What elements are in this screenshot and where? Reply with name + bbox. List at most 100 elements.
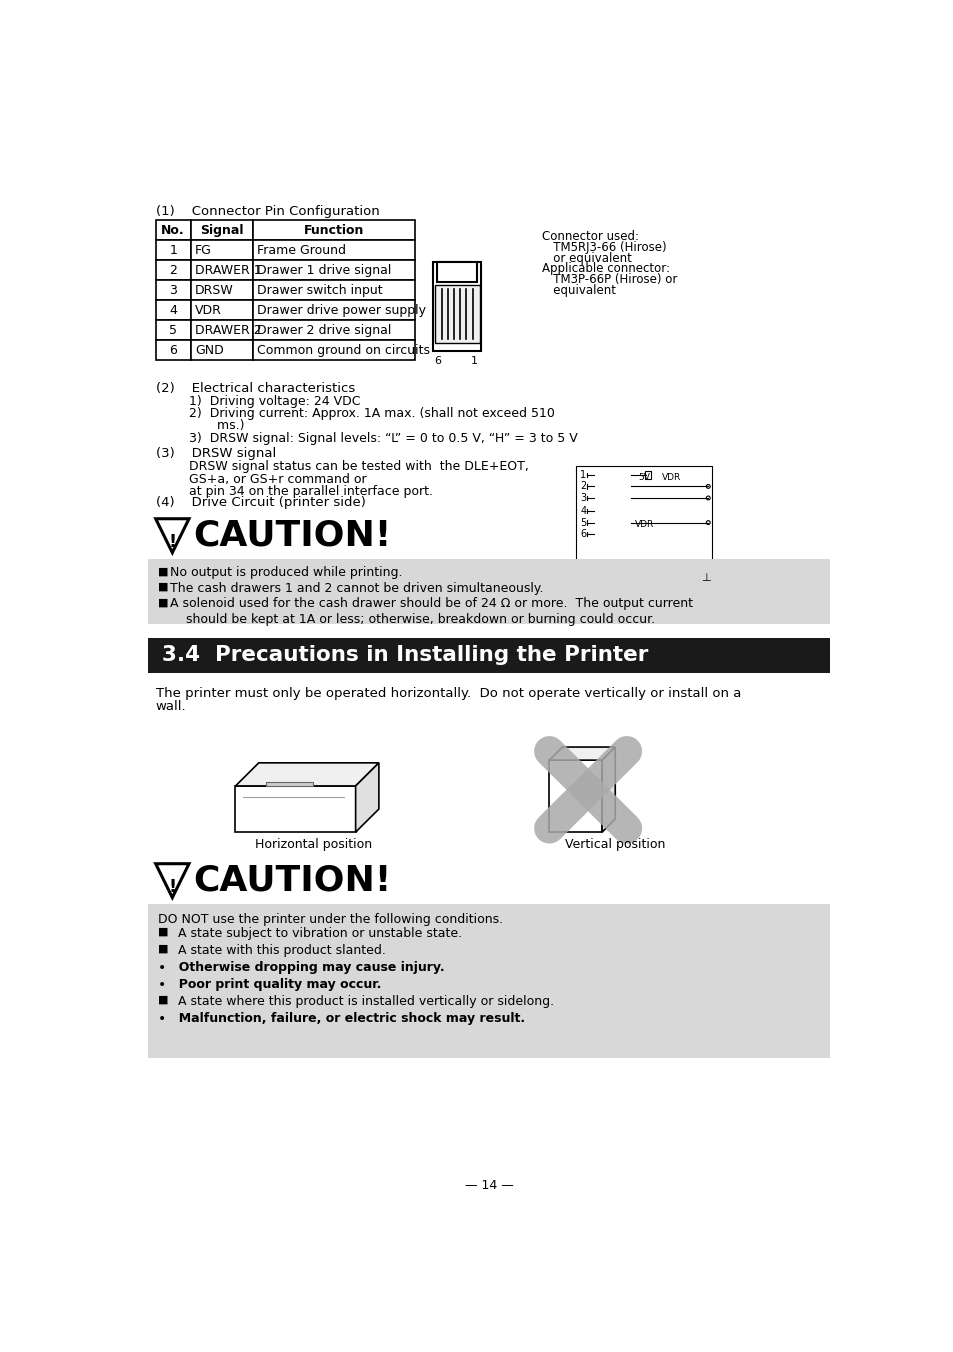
- Bar: [253, 300, 415, 320]
- Text: VDR: VDR: [634, 519, 653, 529]
- Bar: [253, 241, 415, 260]
- Text: (2)    Electrical characteristics: (2) Electrical characteristics: [155, 381, 355, 395]
- Text: (1)    Connector Pin Configuration: (1) Connector Pin Configuration: [155, 204, 379, 218]
- Text: DRAWER 1: DRAWER 1: [195, 264, 261, 277]
- Text: A solenoid used for the cash drawer should be of 24 Ω or more.  The output curre: A solenoid used for the cash drawer shou…: [170, 598, 692, 610]
- Text: 6: 6: [169, 343, 177, 357]
- Text: at pin 34 on the parallel interface port.: at pin 34 on the parallel interface port…: [189, 485, 433, 498]
- Text: Poor print quality may occur.: Poor print quality may occur.: [170, 977, 380, 991]
- Text: Applicable connector:: Applicable connector:: [541, 262, 669, 276]
- Bar: [253, 280, 415, 300]
- Text: or equivalent: or equivalent: [541, 251, 631, 265]
- Text: Connector used:: Connector used:: [541, 230, 638, 243]
- Text: •: •: [158, 977, 166, 991]
- Text: Horizontal position: Horizontal position: [254, 838, 372, 852]
- Text: ■: ■: [158, 944, 169, 953]
- Text: 3: 3: [169, 284, 177, 296]
- Polygon shape: [235, 786, 355, 831]
- Text: !: !: [168, 533, 176, 550]
- Text: Malfunction, failure, or electric shock may result.: Malfunction, failure, or electric shock …: [170, 1011, 524, 1025]
- Bar: [191, 300, 253, 320]
- Text: A state subject to vibration or unstable state.: A state subject to vibration or unstable…: [170, 927, 461, 940]
- Text: 2)  Driving current: Approx. 1A max. (shall not exceed 510: 2) Driving current: Approx. 1A max. (sha…: [189, 407, 555, 420]
- Bar: [191, 260, 253, 280]
- Text: 5: 5: [579, 518, 586, 527]
- Text: Signal: Signal: [199, 223, 243, 237]
- Text: 3)  DRSW signal: Signal levels: “L” = 0 to 0.5 V, “H” = 3 to 5 V: 3) DRSW signal: Signal levels: “L” = 0 t…: [189, 431, 578, 445]
- Text: ■: ■: [158, 598, 169, 607]
- Text: TM3P-66P (Hirose) or: TM3P-66P (Hirose) or: [541, 273, 677, 287]
- Text: 1)  Driving voltage: 24 VDC: 1) Driving voltage: 24 VDC: [189, 395, 360, 408]
- Bar: [191, 241, 253, 260]
- Text: ■: ■: [158, 927, 169, 937]
- Text: DRAWER 2: DRAWER 2: [195, 323, 261, 337]
- Bar: [191, 220, 253, 241]
- Bar: [253, 260, 415, 280]
- Text: Drawer 1 drive signal: Drawer 1 drive signal: [257, 264, 391, 277]
- Text: — 14 —: — 14 —: [464, 1179, 513, 1191]
- Text: Otherwise dropping may cause injury.: Otherwise dropping may cause injury.: [170, 961, 444, 973]
- Text: GND: GND: [195, 343, 224, 357]
- Text: VDR: VDR: [661, 473, 680, 481]
- Bar: [148, 558, 829, 625]
- Text: Function: Function: [303, 223, 364, 237]
- Text: ⊥: ⊥: [700, 573, 710, 583]
- Text: 1: 1: [579, 470, 586, 480]
- Text: FG: FG: [195, 243, 212, 257]
- Text: ms.): ms.): [189, 419, 244, 433]
- Bar: [155, 220, 191, 241]
- Text: No output is produced while printing.: No output is produced while printing.: [170, 566, 402, 580]
- Text: 6: 6: [434, 357, 441, 366]
- Text: ■: ■: [158, 566, 169, 576]
- Text: TM5RJ3-66 (Hirose): TM5RJ3-66 (Hirose): [541, 241, 665, 254]
- Polygon shape: [549, 748, 615, 760]
- Text: DRSW signal status can be tested with  the DLE+EOT,: DRSW signal status can be tested with th…: [189, 460, 528, 473]
- Bar: [155, 300, 191, 320]
- Bar: [253, 341, 415, 360]
- Text: Drawer 2 drive signal: Drawer 2 drive signal: [257, 323, 391, 337]
- Text: ■: ■: [158, 995, 169, 1005]
- Bar: [433, 262, 480, 352]
- Text: No.: No.: [161, 223, 185, 237]
- Text: Drawer switch input: Drawer switch input: [257, 284, 382, 296]
- Text: 2: 2: [579, 481, 586, 491]
- Text: DO NOT use the printer under the following conditions.: DO NOT use the printer under the followi…: [158, 913, 502, 926]
- Bar: [435, 285, 479, 343]
- Polygon shape: [155, 864, 189, 898]
- Text: 2: 2: [169, 264, 177, 277]
- Bar: [191, 341, 253, 360]
- Text: 1: 1: [169, 243, 177, 257]
- Text: The printer must only be operated horizontally.  Do not operate vertically or in: The printer must only be operated horizo…: [155, 687, 740, 700]
- Bar: [191, 280, 253, 300]
- Text: GS+a, or GS+r command or: GS+a, or GS+r command or: [189, 473, 366, 485]
- Text: A state with this product slanted.: A state with this product slanted.: [170, 944, 385, 957]
- Text: 5: 5: [169, 323, 177, 337]
- Polygon shape: [355, 763, 378, 831]
- Text: wall.: wall.: [155, 700, 186, 713]
- Bar: [576, 466, 711, 575]
- Text: should be kept at 1A or less; otherwise, breakdown or burning could occur.: should be kept at 1A or less; otherwise,…: [170, 612, 654, 626]
- Text: Common ground on circuits: Common ground on circuits: [257, 343, 430, 357]
- Text: DRSW: DRSW: [195, 284, 233, 296]
- Bar: [155, 260, 191, 280]
- Text: •: •: [158, 1011, 166, 1026]
- Bar: [253, 220, 415, 241]
- Bar: [266, 781, 313, 786]
- Bar: [155, 280, 191, 300]
- Bar: [155, 341, 191, 360]
- Bar: [155, 320, 191, 341]
- Text: Drawer drive power supply: Drawer drive power supply: [257, 304, 426, 316]
- Polygon shape: [549, 760, 601, 831]
- Bar: [148, 638, 829, 673]
- Text: CAUTION!: CAUTION!: [193, 519, 392, 553]
- Text: 4: 4: [169, 304, 177, 316]
- Text: ■: ■: [158, 581, 169, 592]
- Text: 6: 6: [579, 529, 586, 539]
- Text: A state where this product is installed vertically or sidelong.: A state where this product is installed …: [170, 995, 553, 1007]
- Text: equivalent: equivalent: [541, 284, 615, 297]
- Text: Vertical position: Vertical position: [564, 838, 664, 852]
- Text: (3)    DRSW signal: (3) DRSW signal: [155, 448, 275, 460]
- Polygon shape: [155, 519, 189, 553]
- Bar: [191, 320, 253, 341]
- Text: (4)    Drive Circuit (printer side): (4) Drive Circuit (printer side): [155, 496, 365, 508]
